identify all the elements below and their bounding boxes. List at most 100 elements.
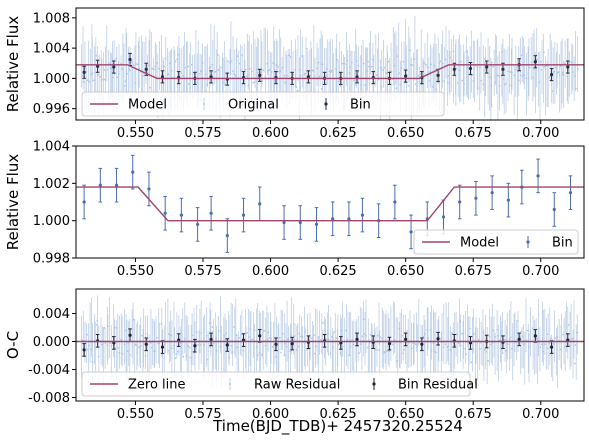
raw-point (180, 342, 182, 344)
raw-point (184, 66, 187, 69)
raw-point (277, 71, 280, 73)
raw-point (153, 68, 155, 71)
legend-label: Bin (552, 236, 573, 251)
raw-point (164, 57, 167, 60)
raw-point (261, 80, 264, 82)
legend-box (81, 91, 445, 117)
legend-label: Model (128, 98, 167, 113)
raw-point (466, 334, 469, 337)
raw-point (195, 331, 198, 334)
raw-point (520, 54, 523, 57)
raw-point (138, 67, 141, 70)
raw-point (559, 348, 562, 351)
raw-point (381, 337, 383, 340)
raw-point (219, 345, 222, 348)
raw-point (133, 318, 135, 321)
raw-point (343, 62, 345, 65)
raw-point (476, 66, 479, 68)
raw-point (299, 68, 301, 71)
raw-point (270, 337, 272, 340)
x-tick-label: 0.650 (387, 407, 424, 422)
raw-point (482, 83, 485, 85)
bin-point (179, 213, 183, 217)
raw-point (266, 62, 269, 65)
raw-point (129, 69, 132, 72)
raw-point (330, 69, 333, 72)
raw-point (151, 346, 153, 349)
raw-point (278, 336, 281, 339)
raw-point (409, 49, 411, 52)
raw-point (556, 336, 559, 338)
raw-point (413, 58, 416, 60)
raw-point (371, 58, 374, 61)
legend-label: Original (228, 98, 279, 113)
bin-point (552, 207, 556, 212)
raw-point (351, 61, 353, 64)
raw-point (203, 345, 206, 347)
raw-point (563, 346, 566, 348)
raw-point (245, 75, 248, 78)
raw-point (509, 84, 511, 87)
raw-point (529, 330, 532, 333)
raw-point (542, 51, 545, 54)
raw-point (517, 79, 520, 82)
raw-point (156, 62, 159, 64)
raw-point (112, 76, 114, 79)
raw-point (255, 68, 258, 71)
raw-point (250, 70, 253, 73)
raw-point (277, 345, 279, 347)
raw-point (336, 58, 338, 61)
raw-point (97, 355, 100, 358)
raw-point (285, 346, 288, 348)
raw-point (418, 80, 421, 83)
raw-point (258, 352, 261, 354)
raw-point (385, 72, 387, 74)
raw-point (536, 59, 539, 61)
bin-point (347, 217, 351, 221)
raw-point (174, 357, 177, 360)
raw-point (400, 67, 403, 69)
raw-point (304, 72, 307, 75)
raw-point (268, 69, 271, 71)
raw-point (121, 352, 124, 355)
bin-point (225, 343, 229, 347)
raw-point (108, 62, 110, 64)
raw-point (86, 333, 88, 336)
x-tick-label: 0.700 (522, 126, 559, 141)
raw-point (266, 338, 269, 341)
raw-point (432, 342, 435, 345)
raw-point (167, 349, 170, 352)
raw-point (484, 68, 487, 71)
model-line (76, 64, 584, 80)
legend-label: Raw Residual (254, 378, 340, 393)
raw-point (142, 75, 144, 77)
raw-point (272, 62, 275, 64)
raw-point (455, 333, 458, 336)
raw-point (205, 73, 207, 76)
raw-point (477, 339, 480, 341)
y-axis-label: O-C (4, 331, 22, 359)
raw-point (312, 70, 314, 72)
raw-point (553, 70, 556, 73)
raw-point (459, 344, 462, 347)
bin-point (128, 333, 132, 337)
legend-handle-bin-point (526, 240, 530, 244)
raw-point (249, 327, 252, 330)
raw-point (167, 333, 170, 336)
raw-point (530, 61, 533, 64)
bin-point (147, 187, 151, 191)
bin-point (82, 70, 86, 74)
raw-point (456, 81, 459, 84)
raw-point (184, 337, 186, 340)
legend: Model Original Bin (81, 91, 445, 117)
raw-point (306, 348, 309, 351)
raw-point (494, 81, 497, 83)
raw-point (163, 343, 166, 346)
bin-point (549, 345, 554, 349)
raw-point (267, 69, 269, 72)
raw-point (182, 355, 185, 358)
raw-point (81, 74, 84, 77)
bin-point (290, 342, 294, 346)
raw-point (246, 331, 249, 334)
raw-point (247, 336, 250, 338)
